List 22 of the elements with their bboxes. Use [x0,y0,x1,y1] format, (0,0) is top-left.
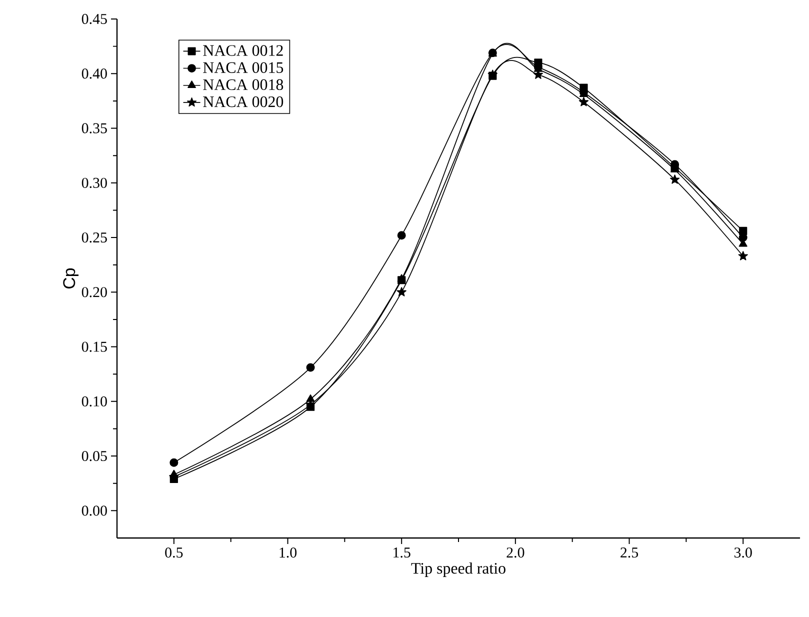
y-tick-label: 0.05 [82,450,107,462]
x-axis-title: Tip speed ratio [411,562,506,577]
x-tick-label: 1.0 [280,548,297,558]
legend-label: NACA 0018 [203,79,284,90]
y-tick-label: 0.25 [82,232,107,243]
legend-label: NACA 0012 [203,45,283,56]
legend-label: NACA 0015 [203,62,284,73]
x-tick-label: 1.5 [394,548,410,558]
y-tick-label: 0.15 [82,342,107,352]
y-tick-label: 0.20 [82,287,107,298]
y-tick-label: 0.30 [82,178,107,188]
y-tick-label: 0.10 [82,396,107,406]
y-tick-label: 0.45 [82,14,107,24]
x-tick-label: 2.0 [506,548,524,558]
y-tick-label: 0.35 [82,123,107,134]
x-tick-label: 2.5 [620,548,638,558]
x-tick-label: 3.0 [734,548,752,558]
y-axis-title: Cp [63,268,78,288]
y-tick-label: 0.00 [82,506,107,516]
y-tick-label: 0.40 [82,68,107,79]
legend-label: NACA 0020 [203,96,284,108]
x-tick-label: 0.5 [165,548,183,558]
